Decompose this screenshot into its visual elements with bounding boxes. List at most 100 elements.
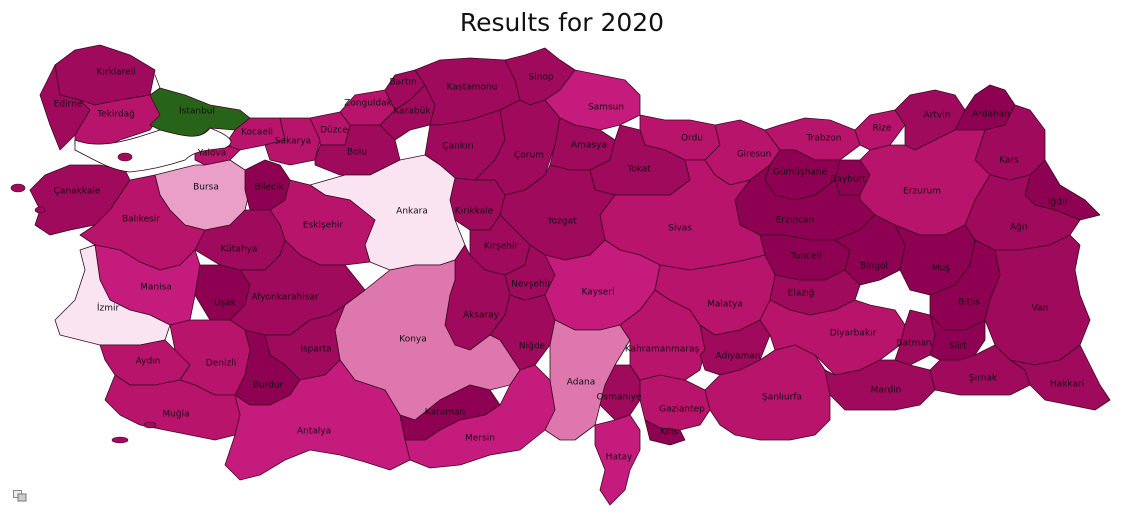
map-title: Results for 2020 xyxy=(459,8,665,37)
province-label-sakarya: Sakarya xyxy=(275,137,311,147)
province-label-ardahan: Ardahan xyxy=(972,110,1010,120)
province-label-cankiri: Çankırı xyxy=(442,142,473,152)
province-mersin xyxy=(404,364,556,469)
province-label-eskisehir: Eskişehir xyxy=(303,221,344,231)
province-label-zonguldak: Zonguldak xyxy=(344,99,393,109)
province-label-sanliurfa: Şanlıurfa xyxy=(762,393,802,403)
province-label-canakkale: Çanakkale xyxy=(54,187,101,197)
province-label-aydin: Aydın xyxy=(136,357,161,367)
province-label-kocaeli: Kocaeli xyxy=(241,128,273,138)
pan-zoom-icon[interactable] xyxy=(13,490,27,502)
province-label-yozgat: Yozgat xyxy=(546,217,577,227)
province-label-kirklareli: Kırklareli xyxy=(96,68,135,78)
province-rize xyxy=(854,109,906,151)
province-label-amasya: Amasya xyxy=(571,141,607,151)
province-label-mardin: Mardin xyxy=(871,386,902,396)
province-label-batman: Batman xyxy=(896,339,931,349)
province-label-tokat: Tokat xyxy=(626,165,651,175)
province-label-istanbul: İstanbul xyxy=(179,106,215,117)
province-label-konya: Konya xyxy=(399,335,427,345)
province-label-denizli: Denizli xyxy=(206,359,236,369)
province-label-van: Van xyxy=(1032,304,1049,314)
province-label-manisa: Manisa xyxy=(140,283,172,293)
province-label-malatya: Malatya xyxy=(707,300,743,310)
province-label-kutahya: Kütahya xyxy=(221,245,258,255)
province-label-bingol: Bingöl xyxy=(860,262,888,272)
province-label-adiyaman: Adıyaman xyxy=(715,352,760,362)
province-label-ordu: Ordu xyxy=(681,134,703,144)
province-label-kars: Kars xyxy=(999,156,1019,166)
province-tekirdag xyxy=(74,94,161,151)
province-label-diyarbakir: Diyarbakır xyxy=(830,329,877,339)
province-label-yalova: Yalova xyxy=(197,149,227,159)
province-label-bartin: Bartın xyxy=(389,78,416,88)
province-label-corum: Çorum xyxy=(514,151,544,161)
province-antalya xyxy=(224,359,411,481)
province-label-sirnak: Şırnak xyxy=(969,374,998,384)
province-label-tekirdag: Tekirdağ xyxy=(96,110,135,120)
province-label-gumushane: Gümüşhane xyxy=(773,168,828,178)
province-label-artvin: Artvin xyxy=(924,111,951,121)
province-label-bolu: Bolu xyxy=(347,148,367,158)
province-kilis xyxy=(644,419,686,446)
province-label-usak: Uşak xyxy=(214,299,237,309)
province-label-aksaray: Aksaray xyxy=(463,311,500,321)
province-label-trabzon: Trabzon xyxy=(805,134,841,144)
province-label-bitlis: Bitlis xyxy=(958,298,980,308)
province-label-adana: Adana xyxy=(567,378,595,388)
province-label-antalya: Antalya xyxy=(297,427,331,437)
province-label-ankara: Ankara xyxy=(396,207,428,217)
province-label-duzce: Düzce xyxy=(320,126,348,136)
province-label-kahramanmaras: Kahramanmaraş xyxy=(625,345,700,355)
province-label-bursa: Bursa xyxy=(193,183,219,193)
province-label-siirt: Siirt xyxy=(949,342,967,352)
province-label-hakkari: Hakkari xyxy=(1050,380,1084,390)
province-mardin xyxy=(824,359,936,411)
province-hakkari xyxy=(1009,344,1111,411)
island-1 xyxy=(117,152,133,162)
province-label-hatay: Hatay xyxy=(606,453,633,463)
island-5 xyxy=(143,421,157,429)
province-label-edirne: Edirne xyxy=(54,100,83,110)
province-label-erzurum: Erzurum xyxy=(903,187,941,197)
province-label-mus: Muş xyxy=(932,264,950,274)
province-label-izmir: İzmir xyxy=(97,303,120,314)
province-label-bayburt: Bayburt xyxy=(830,175,866,185)
island-3 xyxy=(34,206,46,214)
province-label-kirsehir: Kırşehir xyxy=(484,242,519,252)
province-van xyxy=(984,234,1091,366)
island-2 xyxy=(10,183,26,193)
province-label-kirikkale: Kırıkkale xyxy=(455,207,494,217)
province-izmir xyxy=(54,244,171,346)
province-label-kayseri: Kayseri xyxy=(581,288,614,298)
province-label-kilis: Kilis xyxy=(660,428,678,438)
province-label-nevsehir: Nevşehir xyxy=(511,280,551,290)
marmara-sea xyxy=(74,127,232,173)
province-hatay xyxy=(594,414,641,506)
province-label-sinop: Sinop xyxy=(528,73,553,83)
province-gaziantep xyxy=(639,374,711,431)
province-label-erzincan: Erzincan xyxy=(776,216,814,226)
province-label-karaman: Karaman xyxy=(425,408,465,418)
province-label-igdir: Iğdır xyxy=(1048,198,1069,208)
province-label-sivas: Sivas xyxy=(668,224,692,234)
province-label-balikesir: Balıkesir xyxy=(122,215,160,225)
province-label-karabuk: Karabük xyxy=(393,107,431,117)
province-label-kastamonu: Kastamonu xyxy=(447,83,498,93)
label-layer: Kırklareli Edirne Tekirdağ İstanbul Kocaeli Y… xyxy=(54,68,1085,463)
island-4 xyxy=(111,436,129,444)
province-label-agri: Ağrı xyxy=(1010,223,1028,233)
province-label-rize: Rize xyxy=(872,124,891,134)
province-label-elazig: Elazığ xyxy=(788,289,815,299)
province-label-isparta: Isparta xyxy=(300,345,331,355)
province-label-mersin: Mersin xyxy=(465,434,495,444)
province-label-samsun: Samsun xyxy=(588,103,624,113)
province-label-mugla: Muğla xyxy=(162,410,189,420)
province-label-bilecik: Bilecik xyxy=(254,183,284,193)
province-label-gaziantep: Gaziantep xyxy=(659,405,705,415)
province-label-giresun: Giresun xyxy=(737,150,772,160)
province-layer xyxy=(10,44,1111,506)
province-label-afyonkarahisar: Afyonkarahisar xyxy=(251,293,319,303)
province-label-osmaniye: Osmaniye xyxy=(596,393,642,403)
